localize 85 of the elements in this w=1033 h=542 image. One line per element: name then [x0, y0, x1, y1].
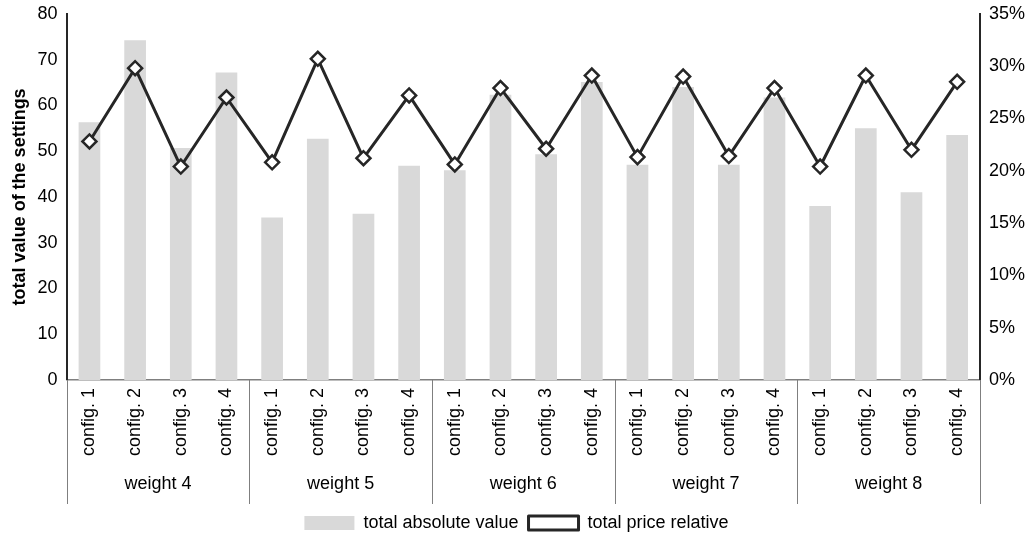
y-tick-label: 0 [47, 368, 58, 389]
x-tick-label: config. 3 [717, 387, 738, 456]
bar [352, 213, 375, 380]
y2-tick-label: 5% [988, 316, 1015, 337]
x-tick-label: config. 4 [946, 387, 967, 456]
x-tick-label: config. 2 [306, 387, 327, 456]
bar [580, 82, 603, 380]
x-tick-label: config. 2 [489, 387, 510, 456]
legend-label: total price relative [587, 511, 729, 532]
text: weight 4 [123, 472, 192, 493]
bar [854, 128, 877, 380]
y-tick-label: 50 [37, 140, 58, 161]
text: weight 6 [488, 472, 557, 493]
y-axis-title: total value of the settings [8, 88, 29, 306]
bar [900, 192, 923, 380]
x-tick-label: config. 3 [352, 387, 373, 456]
bar [946, 135, 968, 380]
point [674, 68, 692, 85]
text: weight 8 [854, 472, 923, 493]
point [811, 158, 829, 175]
y-tick-label: 10 [37, 323, 58, 344]
text: weight 7 [671, 472, 740, 493]
y2-tick-label: 20% [988, 159, 1025, 180]
bar [535, 154, 557, 380]
x-tick-label: config. 4 [215, 387, 236, 456]
bar [672, 87, 694, 380]
y-tick-label: 60 [37, 94, 58, 115]
point [537, 140, 555, 157]
y-tick-label: 20 [37, 277, 58, 298]
y2-tick-label: 30% [988, 55, 1025, 76]
x-tick-label: config. 4 [398, 387, 419, 456]
point [492, 79, 509, 97]
y2-tick-label: 25% [988, 107, 1025, 128]
x-tick-label: config. 1 [809, 387, 830, 456]
x-tick-label: config. 4 [580, 387, 601, 456]
bar [78, 122, 101, 380]
bar [398, 165, 420, 380]
point [948, 73, 966, 91]
point [172, 158, 190, 175]
x-tick-label: config. 3 [169, 387, 190, 456]
bar [443, 170, 466, 380]
point [857, 67, 875, 84]
point [446, 156, 464, 173]
y2-tick-label: 0% [988, 368, 1015, 389]
y2-tick-label: 15% [988, 212, 1025, 232]
point [766, 79, 783, 97]
point [263, 154, 281, 171]
bar [626, 164, 649, 380]
x-tick-label: config. 1 [443, 387, 464, 456]
point [629, 148, 646, 166]
bar [763, 97, 786, 380]
bar [809, 206, 831, 380]
bar [717, 164, 740, 380]
x-tick-label: config. 2 [124, 387, 145, 456]
point [720, 147, 738, 165]
bar [215, 72, 238, 380]
x-tick-label: config. 3 [900, 387, 921, 456]
bar [124, 40, 146, 380]
point [218, 89, 235, 106]
bar [261, 217, 283, 380]
y2-tick-label: 10% [988, 264, 1025, 285]
y-tick-label: 80 [37, 2, 58, 23]
bar [306, 138, 329, 380]
point [903, 141, 920, 159]
x-tick-label: config. 1 [261, 387, 282, 456]
x-tick-label: config. 1 [626, 387, 647, 456]
y-tick-label: 40 [37, 185, 58, 206]
x-tick-label: config. 2 [854, 387, 875, 456]
x-tick-label: config. 2 [672, 387, 693, 456]
bar [489, 94, 512, 380]
point [355, 149, 372, 167]
legend-label: total absolute value [363, 511, 519, 532]
point [81, 133, 98, 150]
x-tick-label: config. 1 [78, 387, 99, 456]
y-tick-label: 30 [37, 231, 58, 252]
bar [169, 147, 192, 380]
point [400, 87, 418, 104]
y2-tick-label: 35% [988, 2, 1025, 23]
x-tick-label: config. 4 [763, 387, 784, 456]
x-tick-label: config. 3 [535, 387, 556, 456]
point [126, 59, 144, 77]
y-tick-label: 70 [37, 48, 58, 69]
point [583, 67, 601, 84]
point [309, 50, 327, 68]
text: weight 5 [306, 472, 375, 493]
